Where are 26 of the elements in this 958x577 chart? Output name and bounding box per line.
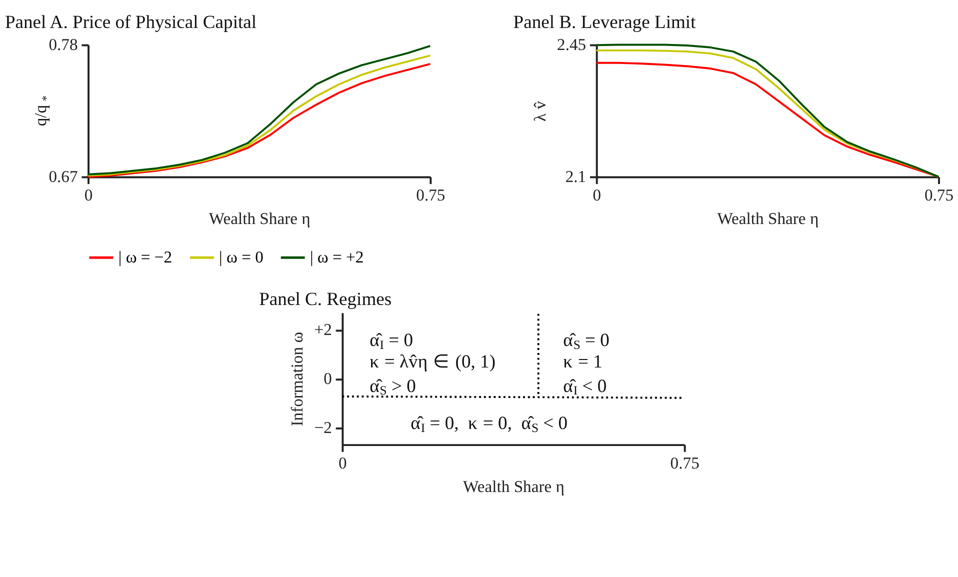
y-tick-label: +2 [314, 320, 332, 340]
y-tick-label: −2 [314, 418, 332, 437]
chart-title: Panel C. Regimes [259, 288, 392, 310]
x-tick-label: 0 [84, 186, 93, 205]
y-axis-title: q/q* [31, 95, 53, 126]
x-axis-title: Wealth Share η [208, 209, 310, 228]
chart-title: Panel A. Price of Physical Capital [4, 12, 257, 34]
annotation: κ = 1 [563, 351, 602, 372]
y-tick-label: 0 [324, 368, 332, 388]
x-tick-label: 0.75 [670, 454, 700, 473]
x-tick-label: 0 [592, 186, 602, 205]
legend-label: | ω = +2 [310, 248, 364, 267]
x-axis-title: Wealth Share η [717, 209, 819, 228]
legend-label: | ω = 0 [219, 248, 264, 267]
y-tick-label: 2.1 [565, 167, 586, 186]
y-tick-label: 2.45 [557, 35, 586, 54]
annotation: κ = λv̂η ∈ (0, 1) [370, 351, 496, 372]
legend-label: | ω = −2 [118, 248, 172, 267]
y-axis-title: Information ω [288, 332, 307, 426]
x-tick-label: 0.75 [924, 186, 954, 205]
y-tick-label: 0.78 [48, 35, 78, 54]
x-tick-label: 0.75 [416, 186, 446, 205]
x-axis-title: Wealth Share η [463, 477, 564, 496]
y-tick-label: 0.67 [48, 167, 78, 186]
chart-title: Panel B. Leverage Limit [513, 12, 697, 34]
y-axis-title: λ v̂ [530, 100, 550, 122]
